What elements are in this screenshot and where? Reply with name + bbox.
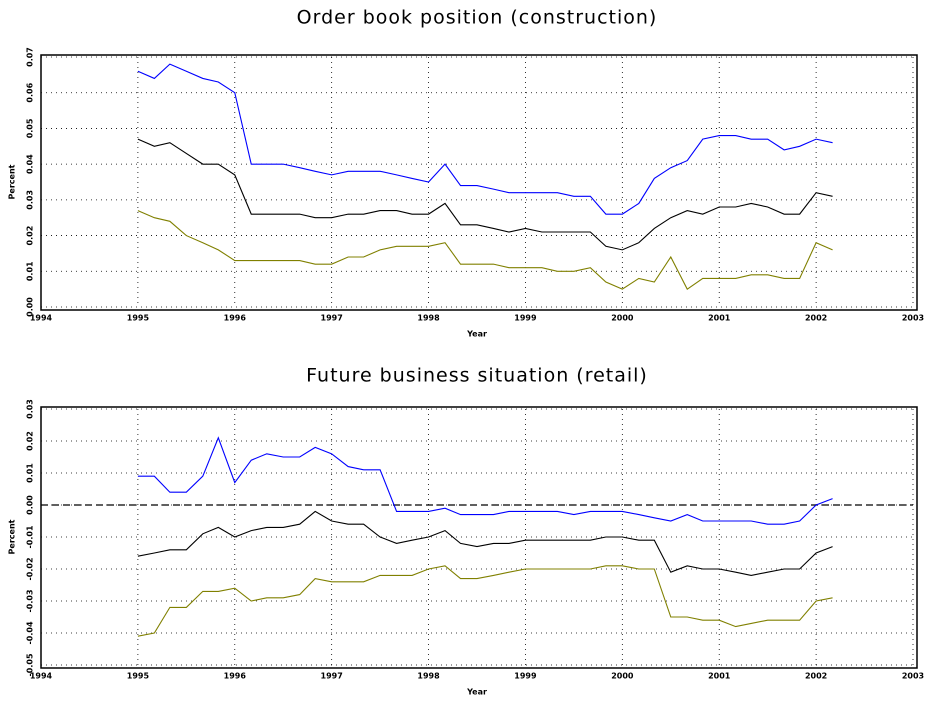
series-line (137, 510, 833, 576)
chart-title: Future business situation (retail) (306, 365, 648, 387)
y-tick-label: -0.05 (26, 653, 35, 676)
y-tick-label: 0.03 (26, 190, 35, 210)
x-tick-label: 1998 (417, 314, 440, 323)
y-tick-label: 0.01 (26, 463, 35, 483)
y-tick-label: -0.03 (26, 589, 35, 612)
x-axis-label: Year (466, 330, 487, 339)
x-tick-label: 2000 (611, 672, 634, 681)
x-tick-label: 1995 (127, 672, 150, 681)
y-tick-label: 0.07 (26, 47, 35, 67)
series-line (137, 63, 833, 215)
x-tick-label: 2001 (708, 314, 731, 323)
y-tick-label: 0.00 (26, 297, 35, 317)
x-tick-label: 1995 (127, 314, 150, 323)
series-line (137, 436, 833, 525)
series-line (137, 210, 833, 290)
y-tick-label: 0.06 (26, 82, 35, 102)
x-tick-label: 2002 (805, 314, 827, 323)
y-tick-label: 0.04 (26, 154, 35, 174)
series-line (137, 565, 833, 637)
x-tick-label: 1996 (224, 672, 247, 681)
chart-title: Order book position (construction) (297, 7, 658, 29)
x-tick-label: 1996 (224, 314, 247, 323)
y-tick-label: 0.02 (26, 226, 35, 246)
x-tick-label: 2001 (708, 672, 731, 681)
x-axis-label: Year (466, 688, 487, 697)
y-tick-label: -0.02 (26, 557, 35, 580)
y-axis-label: Percent (8, 519, 17, 554)
x-tick-label: 1999 (514, 314, 537, 323)
x-tick-label: 2003 (902, 672, 924, 681)
x-tick-label: 1997 (321, 314, 343, 323)
x-tick-label: 1994 (30, 672, 53, 681)
y-tick-label: 0.01 (26, 261, 35, 281)
y-tick-label: 0.05 (26, 118, 35, 138)
plot-frame (40, 54, 918, 311)
x-tick-label: 1997 (321, 672, 343, 681)
y-tick-label: -0.01 (26, 525, 35, 548)
x-tick-label: 1994 (30, 314, 53, 323)
y-tick-label: 0.00 (26, 495, 35, 515)
x-tick-label: 1998 (417, 672, 440, 681)
y-tick-label: 0.02 (26, 431, 35, 451)
y-tick-label: 0.03 (26, 399, 35, 419)
x-tick-label: 2002 (805, 672, 827, 681)
x-tick-label: 2003 (902, 314, 924, 323)
y-tick-label: -0.04 (26, 621, 35, 644)
x-tick-label: 2000 (611, 314, 634, 323)
series-line (137, 138, 833, 251)
y-axis-label: Percent (8, 164, 17, 199)
x-tick-label: 1999 (514, 672, 537, 681)
plot-frame (40, 406, 918, 669)
